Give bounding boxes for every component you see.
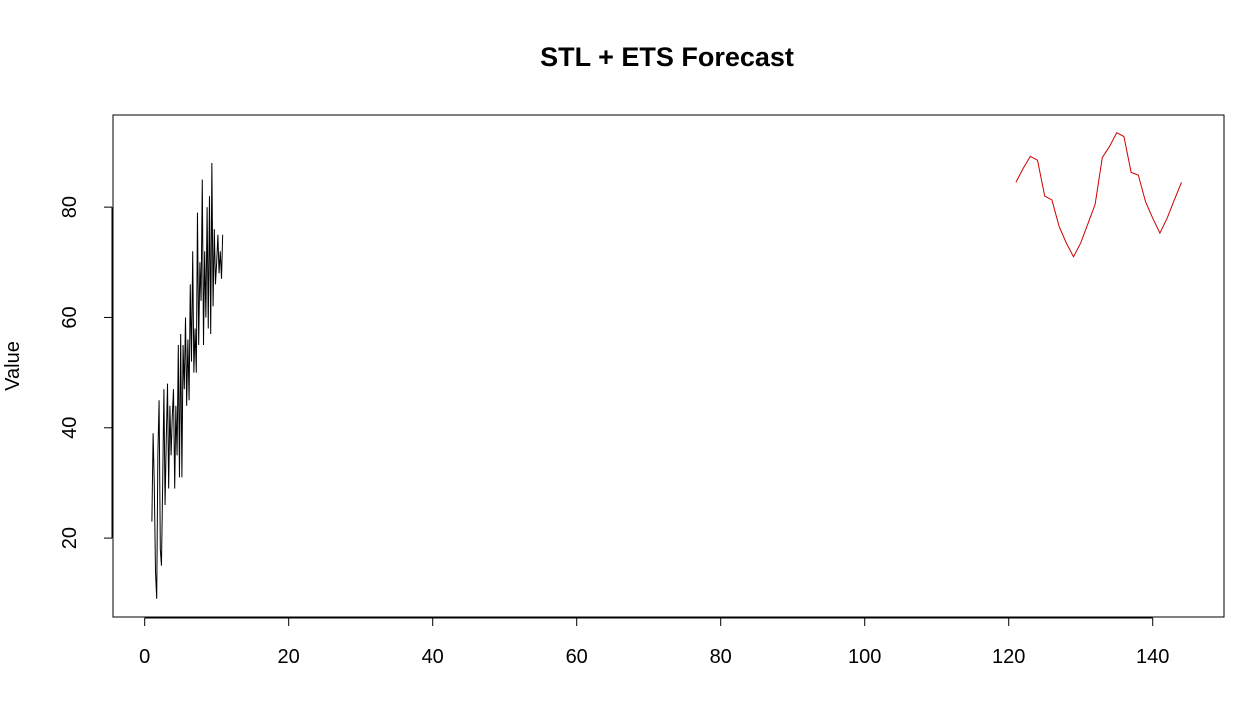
y-axis-label: Value [2, 341, 24, 391]
series-line [151, 162, 224, 599]
x-tick-label: 0 [139, 646, 150, 668]
chart-title: STL + ETS Forecast [540, 42, 794, 72]
y-tick-label: 20 [59, 527, 81, 549]
x-tick-label: 120 [992, 646, 1025, 668]
x-tick-label: 80 [710, 646, 732, 668]
x-tick-label: 100 [848, 646, 881, 668]
x-tick-label: 140 [1136, 646, 1169, 668]
x-tick-label: 60 [566, 646, 588, 668]
series-line [1015, 131, 1182, 258]
plot-frame [112, 114, 1225, 618]
y-tick-label: 40 [59, 417, 81, 439]
x-tick-label: 20 [278, 646, 300, 668]
x-tick-label: 40 [422, 646, 444, 668]
y-tick-label: 60 [59, 306, 81, 328]
y-tick-label: 80 [59, 196, 81, 218]
